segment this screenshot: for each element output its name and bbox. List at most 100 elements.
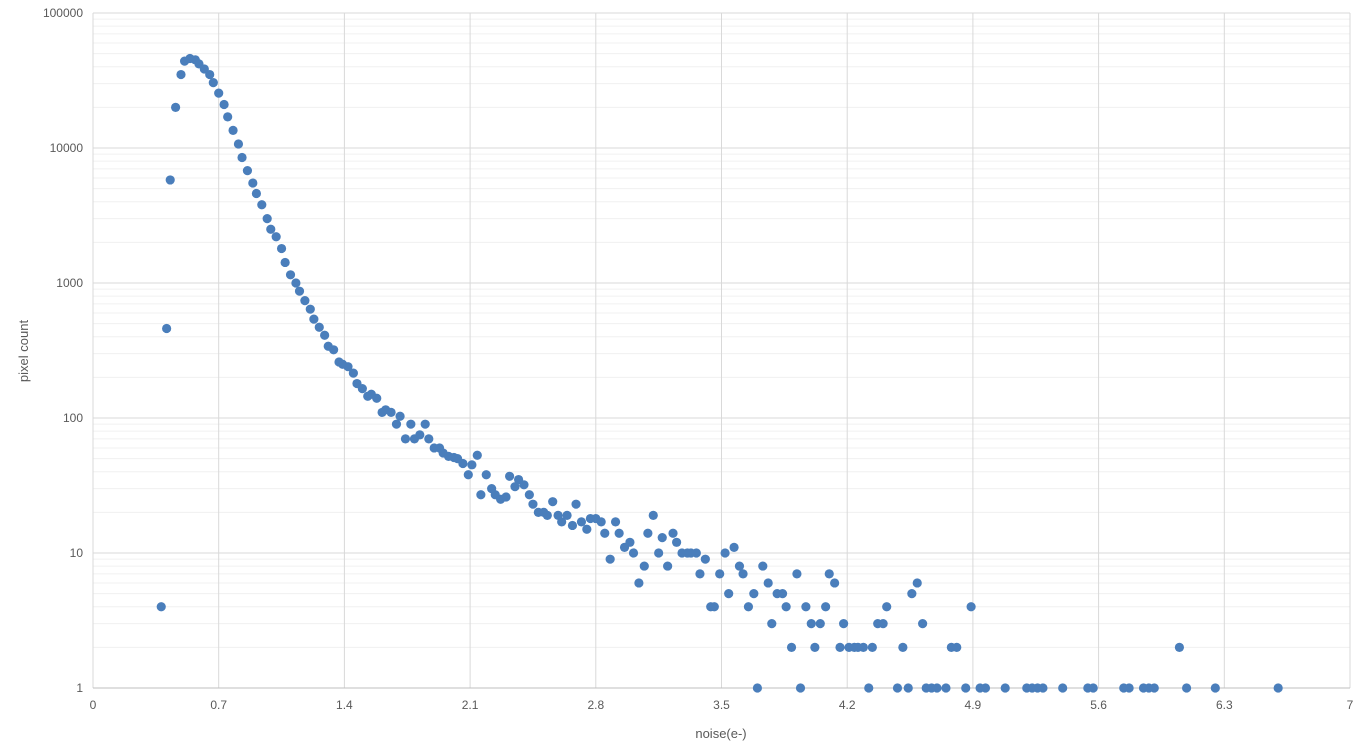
data-point bbox=[228, 125, 238, 136]
data-point bbox=[576, 517, 587, 527]
data-point bbox=[830, 578, 840, 588]
data-point bbox=[952, 642, 962, 652]
data-point bbox=[257, 200, 267, 210]
data-point bbox=[343, 362, 353, 372]
data-point bbox=[898, 642, 908, 652]
data-point bbox=[858, 642, 868, 652]
data-point bbox=[171, 102, 181, 112]
data-point bbox=[285, 270, 296, 280]
data-point bbox=[458, 458, 468, 469]
data-point bbox=[749, 589, 759, 599]
data-point bbox=[815, 618, 825, 629]
data-point bbox=[294, 286, 305, 296]
data-point bbox=[781, 602, 791, 612]
data-point bbox=[329, 345, 339, 355]
x-tick-label: 6.3 bbox=[1216, 698, 1233, 712]
data-points bbox=[156, 53, 1283, 693]
data-point bbox=[752, 683, 763, 693]
data-point bbox=[806, 618, 816, 629]
data-point bbox=[481, 470, 491, 480]
data-point bbox=[156, 602, 166, 612]
data-point bbox=[743, 602, 754, 612]
data-point bbox=[567, 520, 578, 531]
grid-lines bbox=[92, 12, 1351, 689]
data-point bbox=[1088, 683, 1098, 693]
data-point bbox=[262, 213, 272, 224]
data-point bbox=[720, 548, 730, 558]
y-tick-labels: 1 10 100 1000 10000 100000 bbox=[43, 6, 83, 695]
data-point bbox=[524, 490, 534, 500]
data-point bbox=[300, 296, 310, 306]
data-point bbox=[1000, 683, 1010, 693]
data-point bbox=[980, 683, 991, 693]
data-point bbox=[386, 407, 396, 418]
x-tick-label: 2.1 bbox=[462, 698, 479, 712]
data-point bbox=[724, 589, 734, 599]
data-point bbox=[276, 243, 287, 254]
data-point bbox=[634, 578, 644, 588]
data-point bbox=[463, 470, 473, 480]
data-point bbox=[738, 569, 748, 579]
data-point bbox=[205, 69, 215, 80]
data-point bbox=[472, 450, 482, 460]
data-point bbox=[600, 528, 610, 538]
data-point bbox=[758, 561, 768, 571]
data-point bbox=[839, 618, 849, 629]
data-point bbox=[562, 510, 572, 520]
data-point bbox=[654, 548, 664, 558]
data-point bbox=[961, 683, 971, 693]
data-point bbox=[892, 683, 903, 693]
data-point bbox=[605, 554, 615, 564]
y-tick-label: 10000 bbox=[50, 141, 84, 155]
data-point bbox=[571, 499, 581, 509]
data-point bbox=[400, 434, 411, 444]
data-point bbox=[729, 542, 739, 553]
x-tick-label: 0.7 bbox=[210, 698, 227, 712]
data-point bbox=[165, 175, 175, 185]
data-point bbox=[1210, 683, 1220, 693]
data-point bbox=[700, 554, 710, 564]
data-point bbox=[176, 69, 186, 80]
data-point bbox=[734, 561, 745, 571]
data-point bbox=[643, 528, 653, 538]
data-point bbox=[271, 232, 281, 242]
data-point bbox=[1273, 683, 1283, 693]
data-point bbox=[372, 393, 382, 403]
data-point bbox=[415, 430, 425, 440]
data-point bbox=[801, 602, 811, 612]
data-point bbox=[528, 499, 538, 509]
data-point bbox=[614, 528, 624, 538]
data-point bbox=[357, 384, 367, 394]
data-point bbox=[786, 642, 797, 652]
data-point bbox=[280, 257, 290, 268]
data-point bbox=[1149, 683, 1159, 693]
x-axis-title: noise(e-) bbox=[695, 726, 746, 741]
data-point bbox=[878, 618, 888, 629]
data-point bbox=[208, 78, 218, 88]
y-tick-label: 100000 bbox=[43, 6, 83, 20]
data-point bbox=[291, 278, 301, 288]
data-point bbox=[918, 618, 928, 629]
data-point bbox=[639, 561, 649, 571]
data-point bbox=[1038, 683, 1048, 693]
data-point bbox=[406, 419, 416, 429]
x-tick-label: 4.2 bbox=[839, 698, 856, 712]
data-point bbox=[792, 569, 802, 579]
data-point bbox=[320, 330, 330, 340]
data-point bbox=[219, 99, 229, 110]
data-point bbox=[1181, 683, 1192, 693]
data-point bbox=[314, 322, 324, 332]
data-point bbox=[548, 497, 558, 507]
data-point bbox=[476, 490, 486, 500]
data-point bbox=[395, 411, 405, 421]
data-point bbox=[582, 524, 592, 534]
data-point bbox=[648, 510, 658, 520]
data-point bbox=[596, 517, 606, 527]
x-tick-label: 7 bbox=[1347, 698, 1354, 712]
data-point bbox=[625, 537, 635, 547]
data-point bbox=[1174, 642, 1185, 652]
data-point bbox=[266, 224, 276, 234]
data-point bbox=[557, 517, 567, 527]
x-tick-label: 1.4 bbox=[336, 698, 353, 712]
